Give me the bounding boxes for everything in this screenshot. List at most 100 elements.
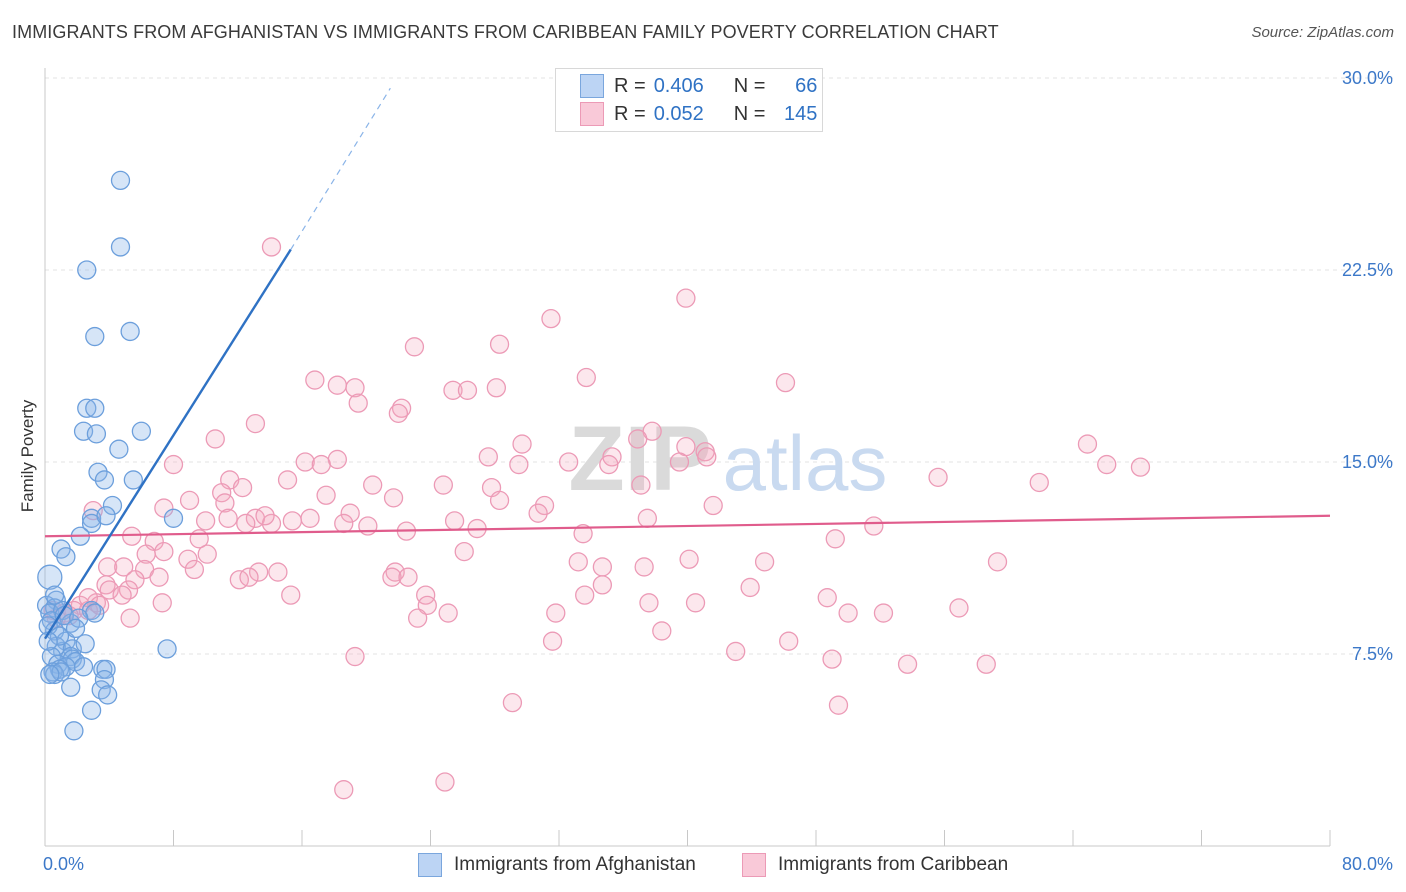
x-tick-label-min: 0.0% (43, 854, 84, 874)
caribbean-point (255, 506, 275, 526)
caribbean-point (1130, 457, 1151, 477)
caribbean-point (1097, 454, 1117, 475)
y-tick-labels: 7.5% 15.0% 22.5% 30.0% (1342, 68, 1393, 664)
caribbean-point (316, 485, 336, 505)
afghanistan-trend-line (43, 248, 292, 640)
caribbean-point (345, 378, 365, 398)
caribbean-point (311, 454, 331, 475)
afghanistan-point (97, 685, 118, 705)
caribbean-point (697, 447, 717, 467)
afghanistan-point (62, 649, 82, 669)
caribbean-point (348, 393, 368, 413)
afghanistan-point (85, 326, 105, 347)
r-label: R = (614, 102, 646, 125)
caribbean-legend-swatch (742, 853, 766, 877)
caribbean-point (726, 641, 746, 662)
afghanistan-point (51, 662, 71, 682)
caribbean-point (838, 603, 858, 623)
caribbean-point (391, 398, 412, 418)
caribbean-point (195, 511, 216, 531)
caribbean-point (864, 516, 884, 536)
caribbean-point (363, 475, 383, 495)
afghanistan-n-value: 66 (795, 74, 818, 97)
caribbean-point (573, 524, 593, 544)
caribbean-point (546, 603, 566, 623)
caribbean-point (277, 470, 298, 490)
watermark-atlas: atlas (723, 419, 888, 507)
caribbean-point (541, 308, 561, 329)
afghanistan-point (65, 618, 86, 639)
caribbean-point (382, 567, 402, 587)
caribbean-point (154, 541, 174, 562)
n-label: N = (733, 102, 766, 125)
afghanistan-point (40, 664, 60, 685)
afghanistan-legend-swatch (418, 853, 442, 877)
caribbean-point (1029, 472, 1049, 493)
caribbean-point (96, 575, 116, 595)
x-tick-labels: 0.0% 80.0% (43, 854, 1393, 874)
chart-title: IMMIGRANTS FROM AFGHANISTAN VS IMMIGRANT… (12, 22, 999, 42)
caribbean-point (628, 429, 648, 449)
afghanistan-point (61, 677, 81, 697)
caribbean-point (184, 559, 205, 580)
afghanistan-legend-label: Immigrants from Afghanistan (454, 854, 696, 875)
caribbean-point (568, 552, 588, 572)
caribbean-point (976, 654, 996, 674)
caribbean-point (534, 495, 555, 516)
caribbean-point (358, 516, 378, 536)
caribbean-point (215, 493, 235, 513)
legend-row-caribbean: R = 0.052 N = 145 (580, 102, 817, 126)
afghanistan-point (94, 470, 115, 490)
caribbean-point (512, 434, 532, 454)
caribbean-point (489, 334, 510, 354)
caribbean-point (775, 372, 796, 393)
caribbean-point (822, 649, 842, 669)
caribbean-point (754, 552, 775, 572)
n-label: N = (733, 74, 766, 97)
caribbean-point (197, 544, 217, 564)
afghanistan-points (36, 170, 184, 741)
caribbean-point (125, 570, 145, 590)
afghanistan-point (110, 170, 131, 191)
caribbean-point (218, 508, 238, 528)
caribbean-point (489, 490, 510, 511)
caribbean-n-value: 145 (784, 102, 818, 125)
afghanistan-point (73, 657, 94, 677)
caribbean-point (236, 513, 256, 534)
x-tick-label-max: 80.0% (1342, 854, 1393, 874)
caribbean-point (154, 498, 174, 518)
caribbean-swatch (580, 102, 604, 126)
caribbean-point (120, 608, 140, 628)
caribbean-point (261, 237, 282, 257)
caribbean-point (97, 557, 118, 577)
caribbean-point (558, 452, 579, 472)
caribbean-point (178, 549, 198, 569)
afghanistan-swatch (580, 74, 604, 98)
r-label: R = (614, 74, 646, 97)
correlation-legend: R = 0.406 N = 66 R = 0.052 N = 145 (555, 68, 823, 132)
afghanistan-point (75, 634, 95, 654)
caribbean-point (457, 380, 478, 400)
caribbean-point (676, 288, 696, 308)
caribbean-point (112, 585, 132, 605)
caribbean-point (873, 603, 894, 623)
caribbean-point (149, 567, 169, 587)
afghanistan-point (86, 424, 107, 444)
caribbean-point (295, 452, 315, 472)
y-axis-label: Family Poverty (18, 399, 37, 513)
afghanistan-point (64, 721, 84, 741)
caribbean-r-value: 0.052 (653, 102, 704, 125)
caribbean-point (433, 475, 454, 495)
legend-item-caribbean: Immigrants from Caribbean (742, 853, 1008, 877)
caribbean-point (334, 780, 354, 800)
watermark-zip: ZIP (568, 408, 711, 510)
afghanistan-point (91, 680, 111, 700)
caribbean-point (592, 575, 613, 595)
caribbean-point (407, 608, 428, 628)
afghanistan-point (44, 585, 65, 605)
caribbean-point (1077, 434, 1098, 454)
y-tick-label: 15.0% (1342, 452, 1393, 472)
caribbean-point (634, 557, 654, 577)
caribbean-point (502, 692, 523, 713)
